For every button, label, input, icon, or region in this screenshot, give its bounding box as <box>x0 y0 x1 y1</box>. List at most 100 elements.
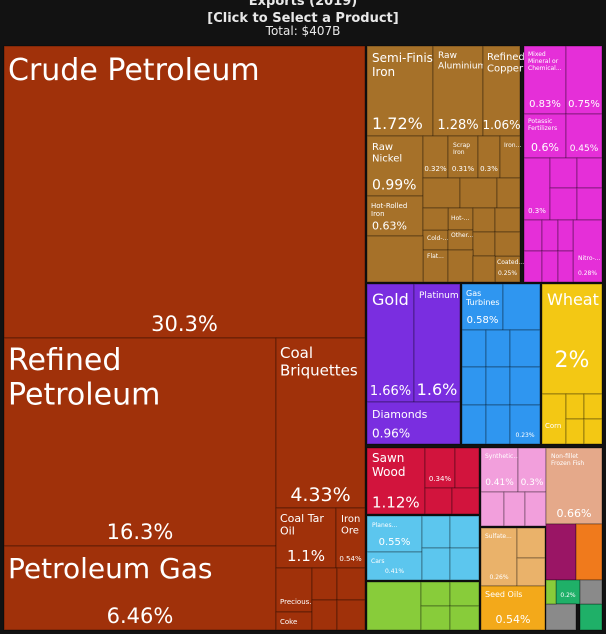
tile-item-23[interactable]: 0.75% <box>565 45 603 115</box>
tile-other[interactable]: Other... <box>447 229 474 251</box>
tile-minor-94[interactable] <box>449 605 480 631</box>
tile-scrap-iron[interactable]: Scrap Iron 0.31% <box>447 135 479 179</box>
tile-minor-71[interactable] <box>565 418 585 445</box>
tile-minor-32[interactable] <box>494 207 521 233</box>
tile-precious[interactable]: Precious... <box>275 567 316 613</box>
tile-minor-50[interactable] <box>523 250 543 283</box>
tile-minor-61[interactable] <box>461 366 487 406</box>
tile-minor-64[interactable] <box>461 404 487 445</box>
tile-minor-97[interactable] <box>516 557 546 587</box>
tile-minor-59[interactable] <box>485 329 511 368</box>
tile-corn[interactable]: Corn <box>541 393 567 445</box>
tile-minor-86[interactable] <box>421 515 451 549</box>
tile-minor-72[interactable] <box>583 418 603 445</box>
tile-minor-99[interactable] <box>575 523 603 581</box>
tile-minor-89[interactable] <box>449 547 480 581</box>
tile-minor-105[interactable] <box>545 579 557 605</box>
tile-item-14[interactable]: 0.32% <box>422 135 449 179</box>
tile-mixed-mineral-or-chemical[interactable]: Mixed Mineral or Chemical... 0.83% <box>523 45 567 115</box>
tile-minor-34[interactable] <box>494 231 521 257</box>
tile-seed-oils[interactable]: Seed Oils 0.54% <box>480 585 546 631</box>
tile-minor-36[interactable] <box>472 255 496 283</box>
tile-minor-43[interactable] <box>576 157 603 189</box>
tile-minor-98[interactable] <box>545 523 577 581</box>
tile-minor-35[interactable] <box>447 249 474 283</box>
tile-hot[interactable]: Hot-... <box>447 207 474 231</box>
tile-item-32[interactable]: 0.23% <box>509 404 541 445</box>
tile-minor-51[interactable] <box>541 250 559 283</box>
tile-minor-33[interactable] <box>472 231 496 257</box>
tile-wheat[interactable]: Wheat 2% <box>541 283 603 395</box>
tile-minor-75[interactable] <box>454 447 480 489</box>
tile-crude-petroleum[interactable]: Crude Petroleum 30.3% <box>3 45 366 339</box>
tile-raw-aluminium[interactable]: Raw Aluminium 1.28% <box>432 45 486 137</box>
tile-minor-58[interactable] <box>461 329 487 368</box>
tile-minor-10[interactable] <box>311 599 338 631</box>
tile-item-26[interactable]: 0.3% <box>523 157 551 221</box>
tile-minor-82[interactable] <box>524 491 547 527</box>
tile-minor-42[interactable] <box>549 157 578 189</box>
tile-minor-63[interactable] <box>509 366 541 406</box>
tile-minor-22[interactable] <box>459 177 498 209</box>
tile-raw-nickel[interactable]: Raw Nickel 0.99% <box>366 135 424 197</box>
tile-minor-31[interactable] <box>472 207 496 233</box>
tile-minor-62[interactable] <box>485 366 511 406</box>
tile-minor-87[interactable] <box>449 515 480 549</box>
tile-minor-30[interactable] <box>422 207 449 231</box>
tile-gold[interactable]: Gold 1.66% <box>366 283 415 403</box>
tile-minor-92[interactable] <box>449 581 480 607</box>
tile-minor-93[interactable] <box>420 605 451 631</box>
tile-minor-81[interactable] <box>503 491 526 527</box>
tile-minor-52[interactable] <box>557 250 574 283</box>
tile-minor-76[interactable] <box>424 487 453 515</box>
tile-potassic-fertilizers[interactable]: Potassic Fertilizers 0.6% <box>523 113 567 159</box>
tile-coated[interactable]: Coated... 0.25% <box>494 255 524 283</box>
tile-sawn-wood[interactable]: Sawn Wood 1.12% <box>366 447 426 515</box>
tile-minor-96[interactable] <box>516 527 546 559</box>
tile-coal-briquettes[interactable]: Coal Briquettes 4.33% <box>275 337 366 509</box>
tile-minor-23[interactable] <box>496 177 521 209</box>
tile-planes[interactable]: Planes... 0.55% <box>366 515 423 553</box>
tile-minor-103[interactable] <box>579 603 603 631</box>
tile-minor-91[interactable] <box>420 581 451 607</box>
tile-minor-102[interactable] <box>545 603 577 631</box>
tile-minor-45[interactable] <box>576 187 603 221</box>
tile-minor-104[interactable] <box>579 579 603 605</box>
tile-sulfate[interactable]: Sulfate... 0.26% <box>480 527 518 587</box>
tile-minor-65[interactable] <box>485 404 511 445</box>
tile-item-36[interactable]: 0.34% <box>424 447 456 489</box>
tile-minor-70[interactable] <box>583 393 603 420</box>
tile-minor-60[interactable] <box>509 329 541 368</box>
tile-minor-57[interactable] <box>502 283 541 331</box>
tile-minor-48[interactable] <box>541 219 559 252</box>
tile-item-38[interactable]: 0.3% <box>517 447 547 493</box>
tile-coke[interactable]: Coke <box>275 611 313 631</box>
tile-refined-petroleum[interactable]: Refined Petroleum 16.3% <box>3 337 277 547</box>
tile-non-fillet-frozen-fish[interactable]: Non-fillet Frozen Fish 0.66% <box>545 447 603 525</box>
tile-synthetic[interactable]: Synthetic... 0.41% <box>480 447 519 493</box>
tile-minor-8[interactable] <box>311 567 338 601</box>
tile-flat[interactable]: Flat... <box>422 249 449 283</box>
tile-minor-80[interactable] <box>480 491 505 527</box>
tile-minor-90[interactable] <box>366 581 422 631</box>
tile-minor-29[interactable] <box>366 235 424 283</box>
tile-iron-ore[interactable]: Iron Ore 0.54% <box>335 507 366 569</box>
tile-minor-11[interactable] <box>336 599 366 631</box>
tile-platinum[interactable]: Platinum 1.6% <box>413 283 461 403</box>
tile-minor-77[interactable] <box>451 487 480 515</box>
select-product-link[interactable]: [Click to Select a Product] <box>207 11 399 26</box>
tile-minor-47[interactable] <box>523 219 543 252</box>
tile-minor-21[interactable] <box>422 177 461 209</box>
tile-item-44[interactable]: 0.2% <box>555 579 581 605</box>
tile-nitro[interactable]: Nitro-... 0.28% <box>572 219 603 283</box>
tile-minor-44[interactable] <box>549 187 578 221</box>
tile-cold[interactable]: Cold-... <box>422 229 449 251</box>
tile-minor-9[interactable] <box>336 567 366 601</box>
tile-refined-copper[interactable]: Refined Copper 1.06% <box>482 45 525 137</box>
tile-diamonds[interactable]: Diamonds 0.96% <box>366 401 461 445</box>
tile-petroleum-gas[interactable]: Petroleum Gas 6.46% <box>3 545 277 631</box>
tile-minor-49[interactable] <box>557 219 574 252</box>
tile-item-25[interactable]: 0.45% <box>565 113 603 159</box>
